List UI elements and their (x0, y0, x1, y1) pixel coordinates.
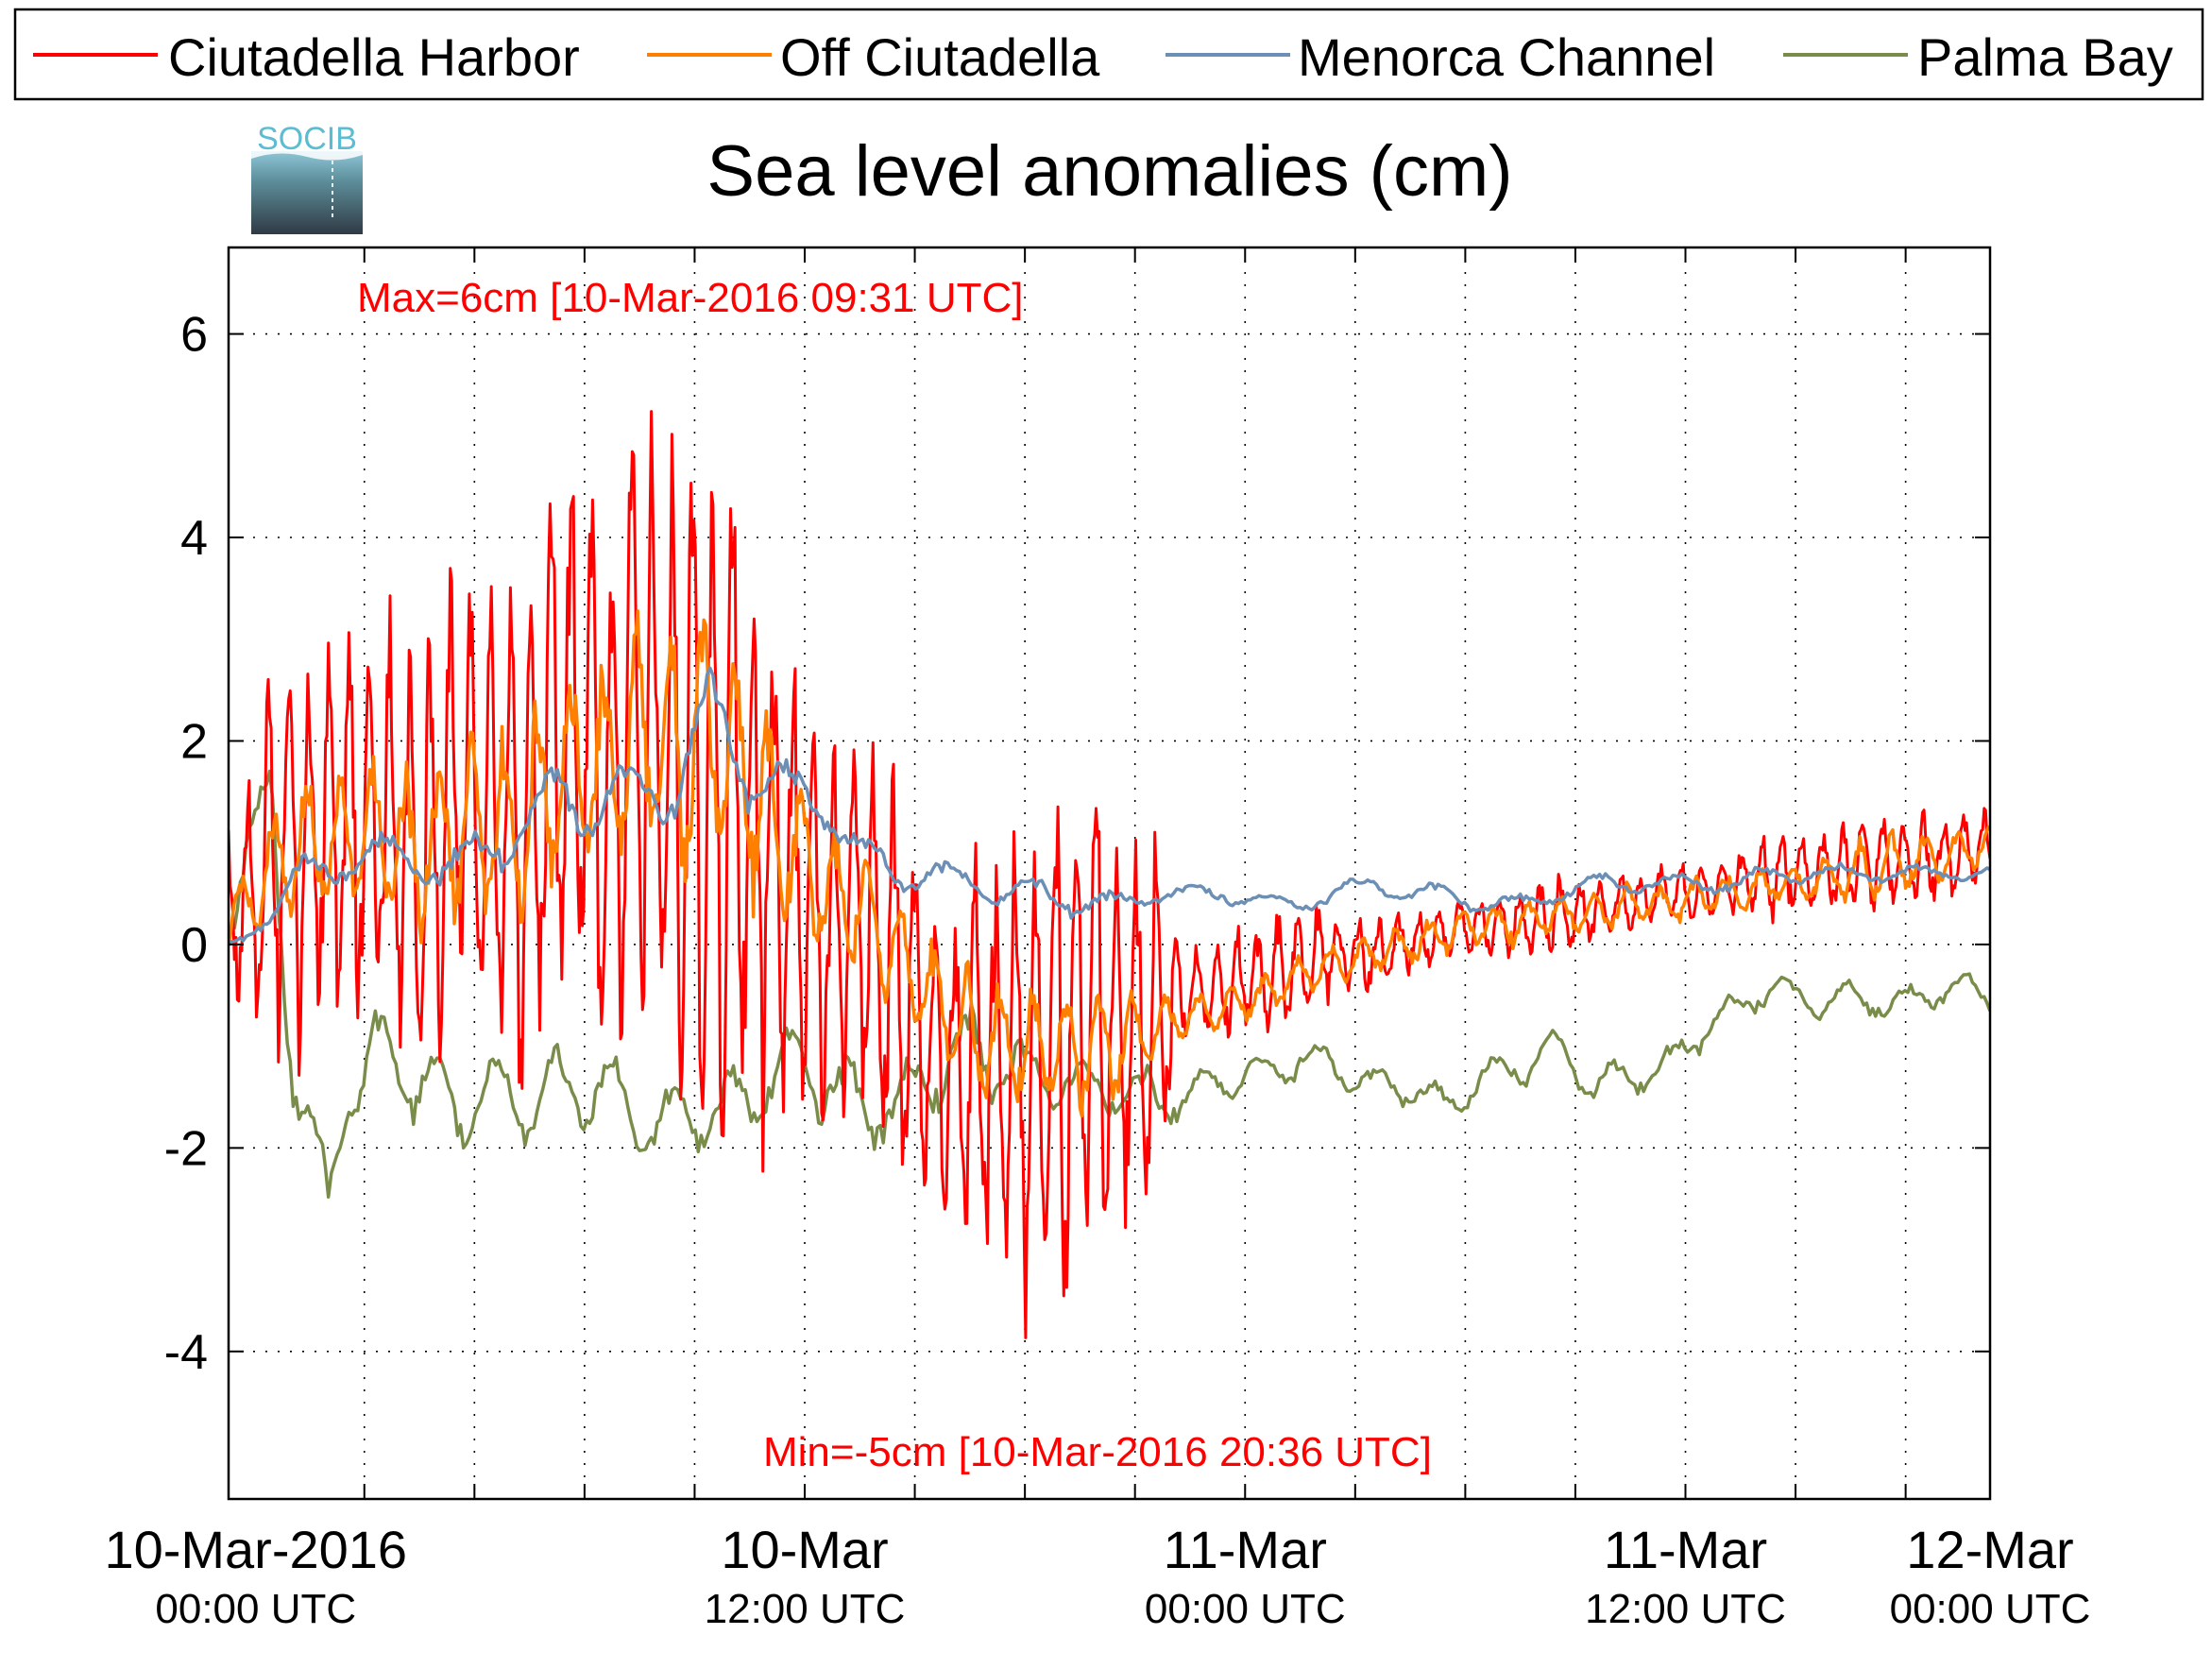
legend-label-off-ciutadella: Off Ciutadella (780, 27, 1100, 87)
x-tick-label: 10-Mar-2016 (104, 1520, 407, 1579)
socib-logo: SOCIB (251, 121, 363, 234)
y-tick-label: 2 (180, 714, 208, 769)
x-tick-sublabel: 00:00 UTC (1890, 1586, 2091, 1632)
x-tick-sublabel: 00:00 UTC (1145, 1586, 1346, 1632)
series-line-off-ciutadella (229, 609, 1990, 1118)
legend-label-ciutadella-harbor: Ciutadella Harbor (168, 27, 580, 87)
legend: Ciutadella Harbor Off Ciutadella Menorca… (13, 8, 2204, 101)
y-tick-label: -4 (164, 1325, 208, 1380)
legend-item-ciutadella-harbor: Ciutadella Harbor (33, 27, 580, 87)
x-tick-label: 12-Mar (1906, 1520, 2073, 1579)
x-tick-sublabel: 12:00 UTC (705, 1586, 906, 1632)
series-group (229, 410, 1990, 1339)
y-tick-labels: -4 -2 0 2 4 6 (164, 308, 208, 1380)
chart-title: Sea level anomalies (cm) (706, 131, 1512, 212)
plot-area (229, 247, 1990, 1499)
plot-frame (227, 246, 1992, 1501)
legend-label-palma-bay: Palma Bay (1917, 27, 2173, 87)
legend-item-palma-bay: Palma Bay (1783, 27, 2173, 87)
legend-label-menorca-channel: Menorca Channel (1298, 27, 1715, 87)
series-line-menorca-channel (229, 666, 1990, 946)
y-tick-label: 0 (180, 918, 208, 973)
y-tick-label: 4 (180, 511, 208, 566)
x-tick-sublabel: 12:00 UTC (1585, 1586, 1786, 1632)
axis-ticks (229, 247, 1990, 1499)
y-tick-label: -2 (164, 1121, 208, 1176)
legend-item-off-ciutadella: Off Ciutadella (647, 27, 1100, 87)
max-annotation: Max=6cm [10-Mar-2016 09:31 UTC] (357, 275, 1024, 321)
y-tick-label: 6 (180, 308, 208, 363)
legend-item-menorca-channel: Menorca Channel (1166, 27, 1715, 87)
min-annotation: Min=-5cm [10-Mar-2016 20:36 UTC] (763, 1429, 1432, 1475)
x-tick-label: 10-Mar (721, 1520, 888, 1579)
x-tick-labels: 10-Mar-2016 00:00 UTC 10-Mar 12:00 UTC 11-Ma… (104, 1520, 2090, 1632)
socib-logo-wave (251, 151, 363, 161)
x-tick-label: 11-Mar (1164, 1520, 1327, 1579)
socib-logo-graphic (251, 151, 363, 234)
socib-logo-text: SOCIB (257, 121, 357, 157)
x-tick-label: 11-Mar (1604, 1520, 1767, 1579)
x-tick-sublabel: 00:00 UTC (155, 1586, 356, 1632)
